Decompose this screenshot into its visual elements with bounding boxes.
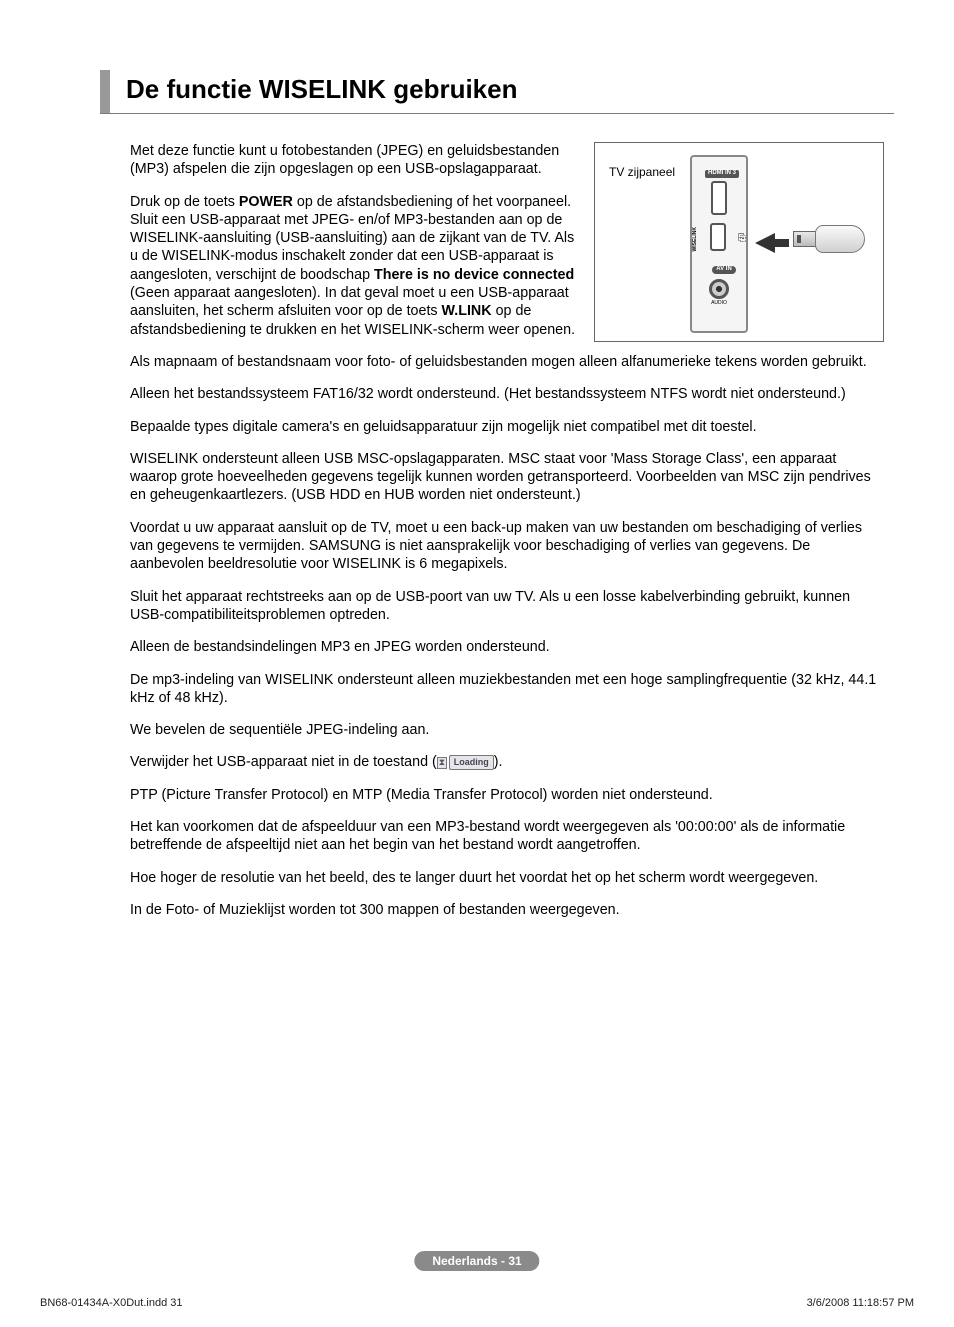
text: Druk op de toets [130,194,239,210]
usb-symbol-icon: ⎘ [738,233,746,246]
paragraph: De mp3-indeling van WISELINK ondersteunt… [130,671,884,708]
usb-body-icon [815,225,865,253]
audio-label: AUDIO [692,300,746,306]
paragraph: Bepaalde types digitale camera's en gelu… [130,418,884,436]
intro-row: Met deze functie kunt u fotobestanden (J… [130,142,884,353]
footer-left: BN68-01434A-X0Dut.indd 31 [40,1297,182,1309]
tv-panel: HDMI IN 3 WISELINK ⎘ AV IN AUDIO [690,155,748,333]
av-jack-icon [709,279,729,299]
paragraph: Als mapnaam of bestandsnaam voor foto- o… [130,353,884,371]
paragraph: Alleen de bestandsindelingen MP3 en JPEG… [130,638,884,656]
paragraph: PTP (Picture Transfer Protocol) en MTP (… [130,786,884,804]
title-bar: De functie WISELINK gebruiken [100,70,894,114]
paragraph: Voordat u uw apparaat aansluit op de TV,… [130,519,884,574]
power-paragraph: Druk op de toets POWER op de afstandsbed… [130,193,576,339]
no-device-keyword: There is no device connected [374,267,574,283]
paragraph: Alleen het bestandssysteem FAT16/32 word… [130,385,884,403]
usb-stick-icon [793,225,865,253]
paragraph: Hoe hoger de resolutie van het beeld, de… [130,869,884,887]
footer: BN68-01434A-X0Dut.indd 31 3/6/2008 11:18… [40,1297,914,1309]
usb-port-icon [710,223,726,251]
paragraph: In de Foto- of Muzieklijst worden tot 30… [130,901,884,919]
usb-port-row: WISELINK ⎘ [692,221,746,257]
paragraph: Sluit het apparaat rechtstreeks aan op d… [130,588,884,625]
page-number-badge: Nederlands - 31 [414,1251,539,1271]
arrow-left-icon [755,233,775,253]
text: ). [494,754,503,770]
page: De functie WISELINK gebruiken Met deze f… [0,0,954,1327]
loading-badge: Loading [449,755,494,771]
wlink-keyword: W.LINK [442,303,492,319]
paragraph: Het kan voorkomen dat de afspeelduur van… [130,818,884,855]
hourglass-icon [437,757,447,769]
intro-column: Met deze functie kunt u fotobestanden (J… [130,142,576,353]
avin-label: AV IN [712,266,736,274]
page-title: De functie WISELINK gebruiken [126,70,518,113]
title-accent [100,70,110,113]
content: Met deze functie kunt u fotobestanden (J… [130,142,884,919]
intro-paragraph: Met deze functie kunt u fotobestanden (J… [130,142,576,179]
loading-paragraph: Verwijder het USB-apparaat niet in de to… [130,753,884,771]
hdmi-label: HDMI IN 3 [705,170,739,178]
power-keyword: POWER [239,194,293,210]
tv-side-panel-figure: TV zijpaneel HDMI IN 3 WISELINK ⎘ AV IN … [594,142,884,342]
paragraph: We bevelen de sequentiële JPEG-indeling … [130,721,884,739]
text: Verwijder het USB-apparaat niet in de to… [130,754,437,770]
figure-label: TV zijpaneel [609,165,675,180]
hdmi-port-icon [711,181,727,215]
footer-right: 3/6/2008 11:18:57 PM [807,1297,914,1309]
paragraph: WISELINK ondersteunt alleen USB MSC-opsl… [130,450,884,505]
wiselink-label: WISELINK [692,227,698,251]
